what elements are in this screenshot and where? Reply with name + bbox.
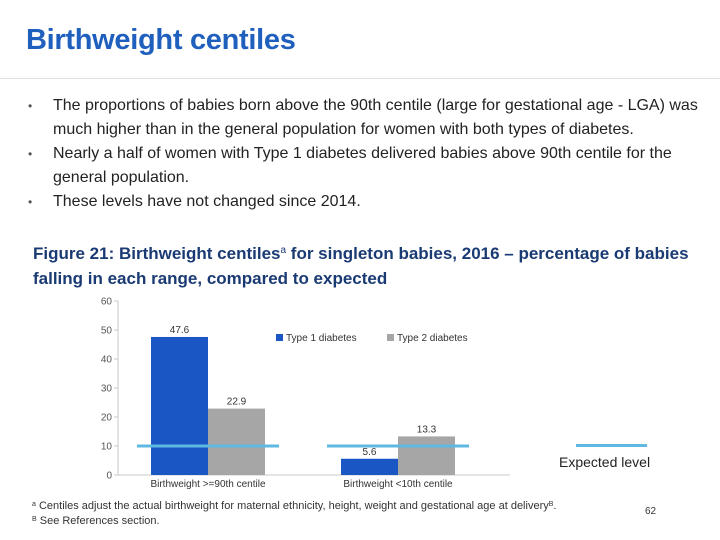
bullet-list: • The proportions of babies born above th… (28, 94, 700, 214)
legend-label-type1: Type 1 diabetes (286, 333, 357, 344)
footnote-b: B See References section. (32, 513, 556, 528)
bullet-item: • The proportions of babies born above th… (28, 94, 700, 142)
y-tick-label: 30 (101, 384, 113, 395)
birthweight-bar-chart: 0 10 20 30 40 50 60 47.6 22.9 Birthweight >=90th … (101, 297, 510, 490)
y-tick-label: 20 (101, 413, 113, 424)
bar-data-label: 5.6 (363, 447, 377, 458)
y-tick-label: 0 (106, 471, 112, 482)
expected-level-label: Expected level (559, 454, 651, 470)
bar-type2 (208, 408, 265, 475)
y-tick-label: 60 (101, 297, 113, 308)
bullet-item: • These levels have not changed since 201… (28, 190, 700, 214)
figure-title-text-1: Figure 21: Birthweight centiles (33, 244, 281, 263)
x-category-label: Birthweight >=90th centile (150, 479, 266, 490)
footnote-a-text: Centiles adjust the actual birthweight f… (38, 500, 549, 512)
title-divider (0, 78, 720, 79)
bullet-text: Nearly a half of women with Type 1 diabe… (53, 145, 672, 186)
figure-title-sup: a (280, 245, 287, 256)
footnote-a-ref: B (548, 501, 554, 508)
legend-swatch-type2 (387, 334, 394, 341)
bar-data-label: 22.9 (227, 397, 247, 408)
footnote-a: a Centiles adjust the actual birthweight… (32, 500, 557, 512)
footnotes: a Centiles adjust the actual birthweight… (32, 498, 556, 528)
x-category-label: Birthweight <10th centile (343, 479, 453, 490)
figure-title: Figure 21: Birthweight centilesa for sin… (33, 238, 693, 291)
bar-data-label: 13.3 (417, 424, 437, 435)
bar-type1 (151, 336, 208, 475)
footnote-b-text: See References section. (39, 515, 160, 527)
bullet-dot: • (28, 195, 33, 209)
bar-data-label: 47.6 (170, 325, 190, 336)
y-tick-label: 40 (101, 355, 113, 366)
footnote-a-marker: a (32, 501, 36, 508)
y-tick-label: 50 (101, 326, 113, 337)
bar-type2 (398, 436, 455, 475)
slide-title: Birthweight centiles (26, 24, 296, 56)
bar-type1 (341, 458, 398, 475)
bullet-dot: • (28, 147, 33, 161)
bullet-text: The proportions of babies born above the… (53, 97, 698, 138)
bullet-item: • Nearly a half of women with Type 1 diab… (28, 142, 700, 190)
legend-label-type2: Type 2 diabetes (397, 333, 468, 344)
legend-swatch-type1 (276, 334, 283, 341)
bullet-dot: • (28, 99, 33, 113)
footnote-b-marker: B (32, 516, 37, 523)
figure-title-text-2: for singleton babies, 2016 – percentage … (33, 244, 689, 288)
bullet-text: These levels have not changed since 2014… (53, 193, 361, 210)
y-tick-label: 10 (101, 442, 113, 453)
expected-level-legend-line (576, 444, 647, 447)
page-number: 62 (645, 506, 657, 517)
